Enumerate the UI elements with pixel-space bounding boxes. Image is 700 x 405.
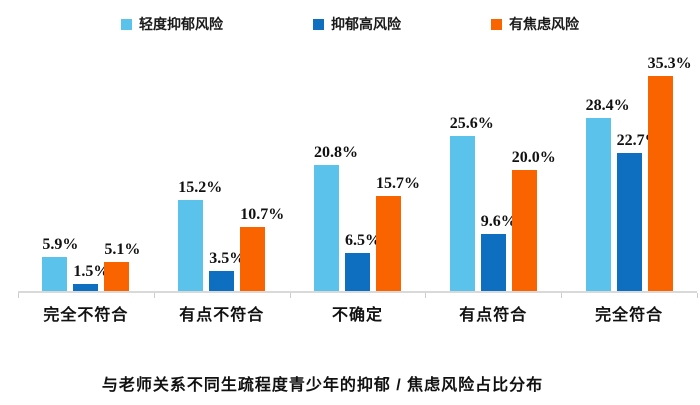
bar-group-1: 5.9% 1.5% 5.1% xyxy=(18,36,154,293)
legend-label: 抑郁高风险 xyxy=(331,16,401,32)
chart-title: 与老师关系不同生疏程度青少年的抑郁 / 焦虑风险占比分布 xyxy=(101,377,544,394)
bar-series1 xyxy=(449,135,475,293)
bar-group-4: 25.6% 9.6% 20.0% xyxy=(425,36,561,293)
bar-column: 6.5% xyxy=(344,36,381,293)
bar-series1 xyxy=(313,165,339,293)
bar-group-5: 28.4% 22.7% 35.3% xyxy=(561,36,697,293)
legend-label: 有焦虑风险 xyxy=(509,16,579,32)
bar-value-label: 10.7% xyxy=(240,206,285,224)
bar-series2 xyxy=(480,233,506,293)
bar-value-label: 25.6% xyxy=(449,114,494,132)
x-axis-tick xyxy=(289,293,291,298)
bar-value-label: 5.9% xyxy=(42,235,79,253)
bar-value-label: 15.2% xyxy=(178,178,223,196)
bar-column: 22.7% xyxy=(616,36,661,293)
legend-item-series2: 抑郁高风险 xyxy=(313,14,401,34)
bar-column: 3.5% xyxy=(209,36,246,293)
bar-column: 9.6% xyxy=(480,36,517,293)
category-label: 不确定 xyxy=(331,307,383,324)
bar-series3 xyxy=(104,261,130,293)
legend: 轻度抑郁风险 抑郁高风险 有焦虑风险 xyxy=(0,0,700,36)
x-axis-line xyxy=(18,291,697,293)
bar-column: 25.6% xyxy=(449,36,494,293)
legend-swatch-icon xyxy=(121,18,132,30)
legend-label: 轻度抑郁风险 xyxy=(139,16,223,32)
bar-series2 xyxy=(344,253,370,293)
category-label: 完全符合 xyxy=(595,307,664,324)
bar-column: 15.7% xyxy=(375,36,420,293)
legend-swatch-icon xyxy=(313,18,324,30)
x-axis-tick xyxy=(561,293,563,298)
bar-column: 5.1% xyxy=(104,36,141,293)
category-label: 有点不符合 xyxy=(179,307,265,324)
bar-column: 10.7% xyxy=(240,36,285,293)
bar-column: 5.9% xyxy=(42,36,79,293)
legend-item-series3: 有焦虑风险 xyxy=(491,14,579,34)
bar-groups: 5.9% 1.5% 5.1% 15.2% 3.5% 10.7% 20.8% 6.5% 15.7%… xyxy=(18,36,697,293)
bar-series3 xyxy=(240,227,266,293)
bar-value-label: 20.8% xyxy=(313,144,358,162)
plot-area: 5.9% 1.5% 5.1% 15.2% 3.5% 10.7% 20.8% 6.5% 15.7%… xyxy=(18,36,698,298)
x-axis-tick xyxy=(697,293,698,298)
bar-column: 28.4% xyxy=(585,36,630,293)
bar-value-label: 5.1% xyxy=(104,240,141,258)
bar-series1 xyxy=(585,118,611,293)
bar-group-2: 15.2% 3.5% 10.7% xyxy=(154,36,290,293)
bar-column: 20.0% xyxy=(511,36,556,293)
bar-value-label: 6.5% xyxy=(344,232,381,250)
bar-series3 xyxy=(511,170,537,293)
x-axis-tick xyxy=(153,293,155,298)
bar-value-label: 15.7% xyxy=(375,175,420,193)
bar-value-label: 1.5% xyxy=(73,262,110,280)
bar-value-label: 3.5% xyxy=(209,250,246,268)
bar-series3 xyxy=(375,196,401,293)
bar-series3 xyxy=(647,75,673,293)
bar-value-label: 35.3% xyxy=(647,54,692,72)
bar-series1 xyxy=(42,256,68,293)
bar-series2 xyxy=(73,283,99,293)
category-label: 有点符合 xyxy=(459,307,528,324)
x-axis-tick xyxy=(425,293,427,298)
legend-item-series1: 轻度抑郁风险 xyxy=(121,14,223,34)
bar-group-3: 20.8% 6.5% 15.7% xyxy=(290,36,426,293)
bar-series1 xyxy=(178,199,204,293)
bar-value-label: 9.6% xyxy=(480,212,517,230)
bar-column: 15.2% xyxy=(178,36,223,293)
bar-value-label: 20.0% xyxy=(511,149,556,166)
bar-series2 xyxy=(616,153,642,293)
x-axis-tick xyxy=(18,293,19,298)
bar-series2 xyxy=(209,271,235,293)
category-labels: 完全不符合 有点不符合 不确定 有点符合 完全符合 xyxy=(18,301,697,325)
category-label: 完全不符合 xyxy=(43,307,129,324)
bar-value-label: 28.4% xyxy=(585,97,630,115)
legend-swatch-icon xyxy=(491,18,502,30)
bar-value-label: 22.7% xyxy=(616,132,661,150)
bar-column: 20.8% xyxy=(313,36,358,293)
bar-column: 1.5% xyxy=(73,36,110,293)
bar-column: 35.3% xyxy=(647,36,692,293)
